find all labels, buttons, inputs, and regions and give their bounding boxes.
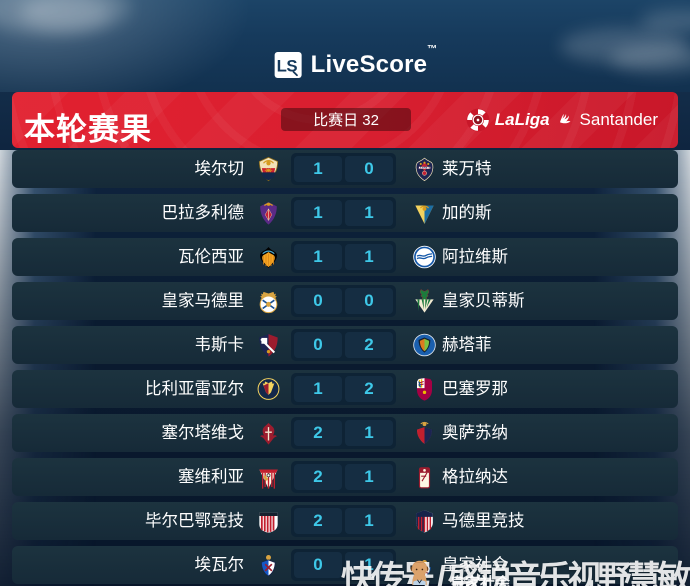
- svg-text:L: L: [277, 56, 287, 75]
- svg-text:LEVANTE: LEVANTE: [418, 165, 430, 169]
- svg-text:S: S: [286, 56, 297, 75]
